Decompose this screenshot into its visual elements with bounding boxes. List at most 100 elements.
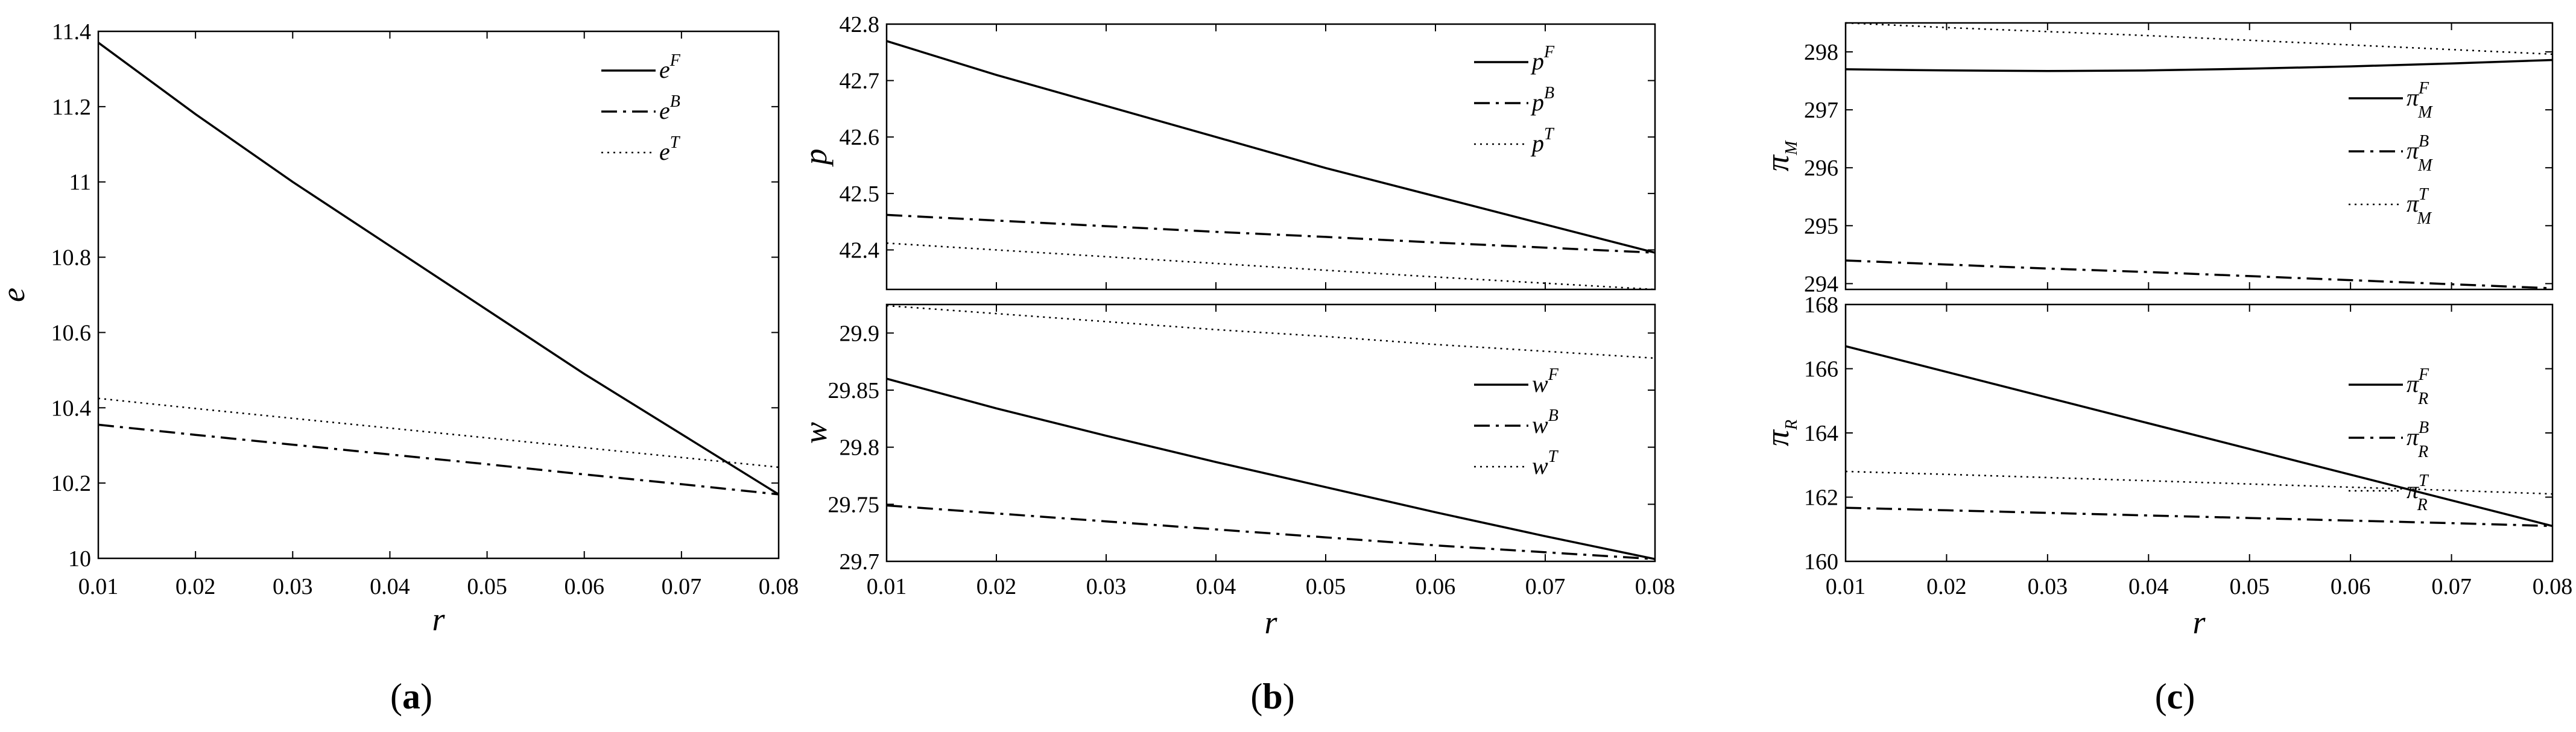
panel-caption: (a) xyxy=(390,677,432,716)
y-tick-label: 10.2 xyxy=(51,471,92,496)
legend-label: πB M xyxy=(2407,132,2433,175)
y-axis-label: w xyxy=(797,422,834,444)
legend-label: pB xyxy=(1530,84,1554,116)
x-tick-label: 0.05 xyxy=(1306,574,1346,599)
chart-panel-c-top: 294 295 296 297 298 πM πF M πB M πT M (c) xyxy=(1759,22,2554,716)
x-axis-label: r xyxy=(2192,604,2206,640)
legend-label: eB xyxy=(659,92,680,124)
x-tick-label: 0.04 xyxy=(2128,574,2169,599)
legend-label: wT xyxy=(1532,447,1559,479)
legend-label: πF M xyxy=(2407,79,2433,122)
y-tick-label: 10 xyxy=(68,546,91,572)
series-line-f xyxy=(886,40,1656,254)
y-tick-label: 296 xyxy=(1804,156,1838,181)
x-tick-label: 0.03 xyxy=(273,574,313,599)
y-tick-label: 42.5 xyxy=(840,181,880,207)
legend-label: eF xyxy=(659,51,681,83)
y-tick-label: 162 xyxy=(1804,485,1838,511)
plot-frame xyxy=(885,303,1656,563)
y-tick-label: 29.75 xyxy=(828,492,880,517)
legend-label: πT M xyxy=(2407,185,2432,228)
y-axis-label: πR xyxy=(1759,420,1801,446)
x-tick-label: 0.08 xyxy=(2533,574,2573,599)
y-tick-label: 166 xyxy=(1804,357,1838,382)
x-tick-label: 0.04 xyxy=(1196,574,1236,599)
chart-panel-c-bottom: 160 162 164 166 168 0.01 0.02 0.03 0.04 0.05 0.06 0… xyxy=(1759,292,2572,640)
y-tick-label: 11 xyxy=(69,170,91,195)
y-axis-label: πM xyxy=(1759,140,1801,171)
x-tick-label: 0.06 xyxy=(1416,574,1456,599)
y-tick-label: 168 xyxy=(1804,292,1838,318)
y-tick-label: 29.85 xyxy=(828,378,880,403)
x-axis-label: r xyxy=(432,601,445,637)
x-tick-label: 0.02 xyxy=(1926,574,1967,599)
x-tick-label: 0.02 xyxy=(976,574,1017,599)
series-line-f xyxy=(1845,58,2553,72)
x-tick-label: 0.07 xyxy=(2431,574,2472,599)
chart-panel-b-top: 42.4 42.5 42.6 42.7 42.8 p pF pB pT (b) xyxy=(797,12,1656,716)
x-tick-label: 0.05 xyxy=(467,574,507,599)
y-axis-label: e xyxy=(0,288,31,302)
y-tick-label: 295 xyxy=(1804,213,1838,239)
series-line-t xyxy=(98,397,779,469)
series-line-t xyxy=(886,304,1656,359)
legend-label: wB xyxy=(1532,406,1559,438)
y-tick-label: 29.9 xyxy=(840,321,880,346)
series-line-f xyxy=(97,42,779,496)
chart-panel-b-bottom: 29.7 29.75 29.8 29.85 29.9 0.01 0.02 0.03 0.04 0.… xyxy=(797,303,1676,640)
plot-frame xyxy=(885,23,1656,291)
y-tick-label: 42.8 xyxy=(840,12,880,37)
y-tick-label: 10.8 xyxy=(51,245,92,271)
legend-label: πB R xyxy=(2407,418,2429,461)
plot-frame xyxy=(1844,303,2554,563)
plot-frame xyxy=(97,30,780,560)
x-tick-label: 0.06 xyxy=(2331,574,2371,599)
y-tick-label: 42.6 xyxy=(840,125,880,150)
legend-label: pF xyxy=(1530,43,1555,75)
x-axis-label: r xyxy=(1264,604,1277,640)
panel-caption: (b) xyxy=(1250,677,1294,716)
x-tick-label: 0.05 xyxy=(2229,574,2270,599)
series-line-t xyxy=(1845,22,2553,55)
y-tick-label: 160 xyxy=(1804,549,1838,575)
y-tick-label: 298 xyxy=(1804,40,1838,65)
y-tick-label: 11.2 xyxy=(52,95,91,120)
y-tick-label: 10.6 xyxy=(51,320,92,345)
x-tick-label: 0.06 xyxy=(564,574,604,599)
x-tick-label: 0.08 xyxy=(759,574,799,599)
x-tick-label: 0.03 xyxy=(2028,574,2068,599)
series-line-t xyxy=(886,242,1656,291)
y-tick-label: 297 xyxy=(1804,98,1838,123)
x-tick-label: 0.07 xyxy=(1525,574,1566,599)
x-tick-label: 0.02 xyxy=(176,574,216,599)
series-line-b xyxy=(886,213,1656,254)
y-axis-label: p xyxy=(797,149,834,168)
x-tick-label: 0.04 xyxy=(370,574,410,599)
y-tick-label: 11.4 xyxy=(52,19,91,45)
series-line-f xyxy=(1845,345,2553,528)
y-tick-label: 29.8 xyxy=(840,435,880,461)
legend-label: πF R xyxy=(2407,365,2429,408)
legend-label: wF xyxy=(1532,365,1559,397)
legend-label: pT xyxy=(1530,125,1555,157)
panel-caption: (c) xyxy=(2155,677,2195,716)
y-tick-label: 42.4 xyxy=(840,238,880,263)
x-tick-label: 0.03 xyxy=(1086,574,1127,599)
x-tick-label: 0.01 xyxy=(78,574,119,599)
y-tick-label: 42.7 xyxy=(840,69,880,94)
series-line-b xyxy=(1845,506,2553,528)
y-tick-label: 294 xyxy=(1804,271,1838,297)
series-line-b xyxy=(1845,259,2553,289)
y-tick-label: 29.7 xyxy=(840,549,880,575)
y-tick-label: 10.4 xyxy=(51,396,92,421)
series-line-f xyxy=(886,377,1656,560)
plot-frame xyxy=(1844,22,2554,291)
legend-label: πT R xyxy=(2407,472,2429,514)
series-line-b xyxy=(886,504,1656,560)
x-tick-label: 0.01 xyxy=(1826,574,1866,599)
legend-label: eT xyxy=(659,133,681,165)
x-tick-label: 0.01 xyxy=(867,574,907,599)
x-tick-label: 0.08 xyxy=(1635,574,1676,599)
series-line-t xyxy=(1845,470,2553,495)
